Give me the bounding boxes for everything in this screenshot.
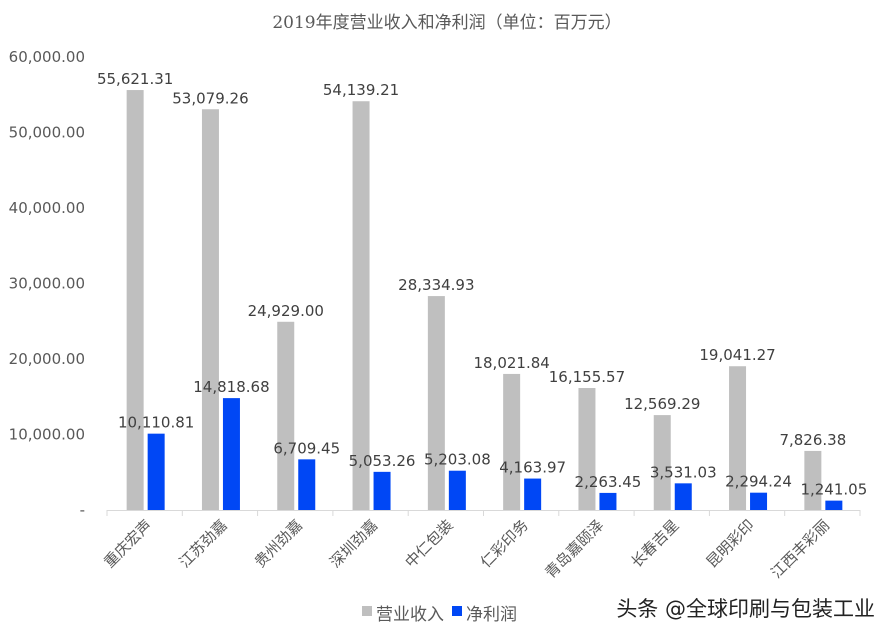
bar-net-profit [750,492,768,510]
bar-revenue [277,321,295,510]
bar-net-profit [825,500,843,510]
y-tick-label: 30,000.00 [9,275,85,293]
data-label: 5,053.26 [349,452,416,470]
data-label: 7,826.38 [779,431,846,449]
x-tick-label: 青岛嘉颐泽 [542,516,608,582]
legend-label: 营业收入 [376,605,444,625]
y-tick-label: 60,000.00 [9,48,85,66]
data-label: 4,163.97 [499,459,566,477]
data-label: 10,110.81 [118,414,194,432]
bar-revenue [653,415,671,510]
x-tick-label: 贵州劲嘉 [251,516,306,571]
x-tick-label: 重庆宏声 [100,516,155,571]
legend-label: 净利润 [466,605,517,625]
legend-swatch [452,606,462,616]
data-label: 5,203.08 [424,451,491,469]
x-tick-label: 江西丰彩丽 [767,516,833,582]
bar-revenue [503,373,521,510]
bar-net-profit [147,433,165,510]
data-label: 16,155.57 [549,368,625,386]
bar-net-profit [373,471,391,510]
data-label: 28,334.93 [398,276,474,294]
bar-net-profit [298,459,316,510]
watermark: 头条 @全球印刷与包装工业 [616,597,875,621]
bar-revenue [126,90,144,510]
bar-revenue [729,366,747,510]
legend-swatch [362,606,372,616]
bar-net-profit [222,398,240,510]
data-label: 54,139.21 [323,81,399,99]
y-tick-label: 20,000.00 [9,350,85,368]
data-label: 18,021.84 [473,354,549,372]
data-label: 55,621.31 [97,70,173,88]
y-tick-label: 40,000.00 [9,199,85,217]
data-label: 2,263.45 [575,473,642,491]
bar-revenue [804,450,822,510]
bar-revenue [578,388,596,510]
data-label: 53,079.26 [172,89,248,107]
data-label: 19,041.27 [699,346,775,364]
data-label: 6,709.45 [273,439,340,457]
bar-net-profit [448,470,466,510]
y-tick-label: 50,000.00 [9,124,85,142]
x-tick-label: 中仁包装 [402,516,457,571]
bar-revenue [352,101,370,510]
data-label: 14,818.68 [193,378,269,396]
x-tick-label: 江苏劲嘉 [176,516,231,571]
bar-net-profit [599,492,617,510]
bar-net-profit [674,483,692,510]
data-label: 3,531.03 [650,463,717,481]
y-tick-label: - [80,501,85,519]
bar-revenue [427,296,445,510]
y-tick-label: 10,000.00 [9,426,85,444]
bar-revenue [201,109,219,510]
bar-net-profit [524,478,542,510]
x-tick-label: 深圳劲嘉 [326,516,381,571]
x-tick-label: 仁彩印务 [477,516,532,571]
chart-title: 2019年度营业收入和净利润（单位：百万元） [272,13,621,33]
x-tick-label: 长春吉星 [627,516,682,571]
x-tick-label: 昆明彩印 [703,516,758,571]
data-label: 2,294.24 [725,473,792,491]
data-label: 1,241.05 [800,481,867,499]
data-label: 12,569.29 [624,395,700,413]
data-label: 24,929.00 [248,302,324,320]
